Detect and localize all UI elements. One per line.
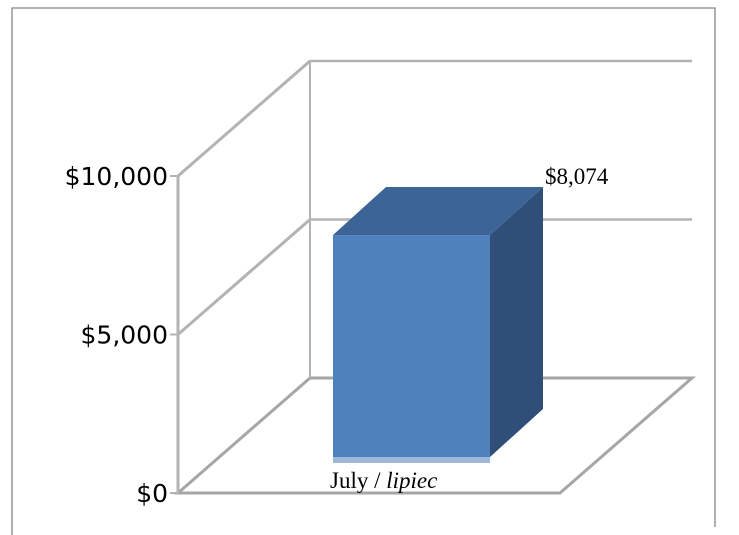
chart-border [11,7,716,535]
bar-side-face [490,187,543,457]
gridline-side [177,59,311,178]
category-label: July / lipiec [330,468,437,493]
y-tick-label: $10,000 [65,162,168,191]
bar-front-face [333,235,490,457]
category-label-main: July / [330,468,386,493]
floor-plane [173,376,697,495]
bar-base-strip [333,457,490,463]
bar-top-face [333,187,543,236]
data-label: $8,074 [545,164,609,189]
category-label-italic: lipiec [386,468,437,493]
y-tick-label: $0 [136,479,168,508]
gridline-side [177,218,311,336]
y-tick-label: $5,000 [81,321,168,350]
